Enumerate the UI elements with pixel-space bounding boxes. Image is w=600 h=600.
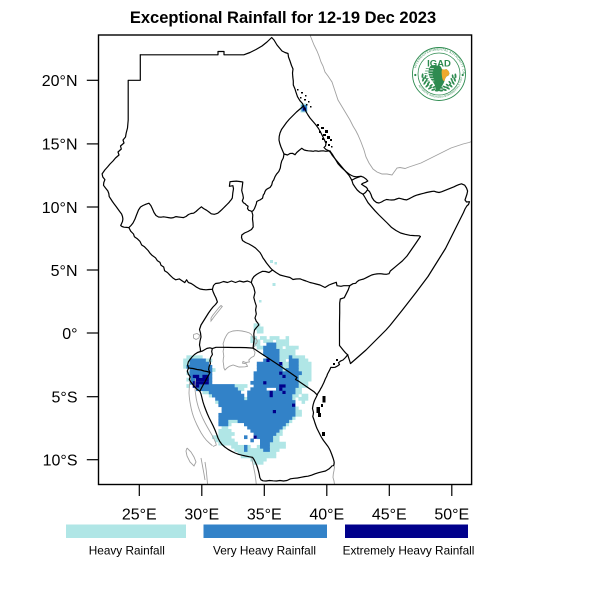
- svg-text:35°E: 35°E: [247, 507, 282, 524]
- svg-text:20°N: 20°N: [42, 73, 78, 90]
- svg-text:5°N: 5°N: [51, 263, 78, 280]
- svg-text:15°N: 15°N: [42, 137, 78, 154]
- svg-text:25°E: 25°E: [122, 507, 157, 524]
- svg-text:Very Heavy Rainfall: Very Heavy Rainfall: [213, 543, 316, 557]
- svg-text:0°: 0°: [62, 326, 77, 343]
- svg-text:Heavy Rainfall: Heavy Rainfall: [89, 543, 165, 557]
- svg-text:40°E: 40°E: [309, 507, 344, 524]
- svg-text:10°N: 10°N: [42, 200, 78, 217]
- svg-text:50°E: 50°E: [434, 507, 469, 524]
- svg-text:Extremely Heavy Rainfall: Extremely Heavy Rainfall: [343, 543, 475, 557]
- svg-text:Exceptional Rainfall for 12-19: Exceptional Rainfall for 12-19 Dec 2023: [130, 9, 436, 27]
- svg-text:10°S: 10°S: [43, 453, 78, 470]
- svg-text:45°E: 45°E: [372, 507, 407, 524]
- svg-text:5°S: 5°S: [52, 390, 78, 407]
- svg-text:IGAD: IGAD: [427, 59, 451, 70]
- svg-text:30°E: 30°E: [184, 507, 219, 524]
